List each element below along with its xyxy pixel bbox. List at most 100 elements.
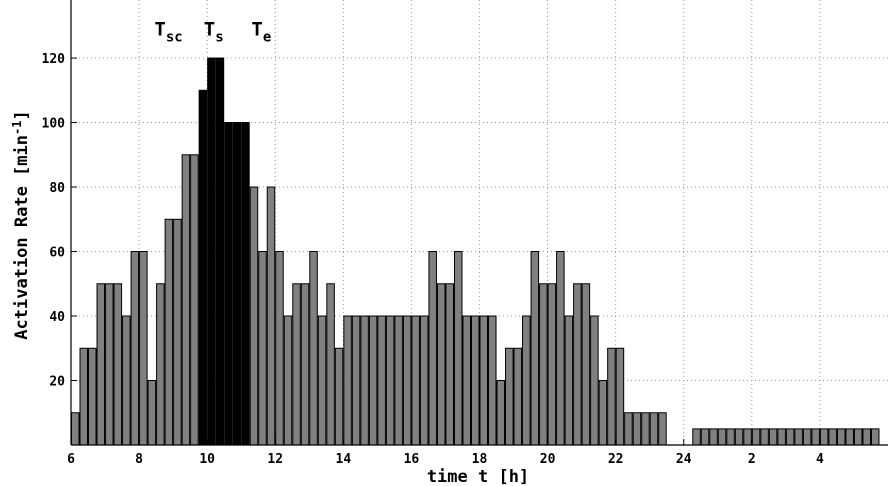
bar (853, 428, 863, 446)
bar-highlight (207, 57, 216, 446)
bar (632, 412, 642, 446)
bar (394, 315, 403, 446)
bar (368, 315, 378, 446)
axes (70, 0, 888, 446)
bar (590, 315, 599, 446)
bar (71, 412, 80, 446)
bar (692, 428, 701, 446)
bar (564, 315, 574, 446)
bar-highlight (224, 122, 233, 446)
bar (453, 251, 463, 446)
bar (428, 251, 437, 446)
bar (768, 428, 778, 446)
bar (402, 315, 412, 446)
x-tick-label: 10 (199, 452, 215, 467)
y-tick-label: 100 (42, 117, 66, 132)
annotation-label: Te (251, 18, 271, 45)
bars (71, 57, 880, 446)
bar (326, 283, 335, 446)
bar (539, 283, 548, 446)
y-tick-label: 80 (49, 181, 65, 196)
bar (139, 251, 148, 446)
bar (751, 428, 761, 446)
x-tick-label: 16 (404, 452, 420, 467)
bar (351, 315, 361, 446)
bar (802, 428, 812, 446)
bar (249, 186, 259, 446)
bar (581, 283, 591, 446)
bar (173, 218, 182, 446)
x-tick-label: 12 (267, 452, 283, 467)
bar (760, 428, 769, 446)
x-tick-label: 22 (608, 452, 624, 467)
bar (496, 380, 506, 446)
bar (828, 428, 837, 446)
bar (292, 283, 301, 446)
bar (436, 283, 446, 446)
bar (734, 428, 744, 446)
bar (785, 428, 795, 446)
x-tick-label: 24 (676, 452, 692, 467)
bar (419, 315, 429, 446)
bar (377, 315, 386, 446)
bar (819, 428, 829, 446)
bar (462, 315, 471, 446)
x-tick-label: 6 (67, 452, 75, 467)
x-tick-labels: 6 8 10 12 14 16 18 20 22 24 2 4 (67, 452, 824, 467)
bar (522, 315, 531, 446)
bar (513, 347, 523, 446)
bar (658, 412, 667, 446)
y-axis-title: Activation Rate [min-1] (10, 110, 32, 339)
x-tick-label: 20 (540, 452, 556, 467)
x-tick-label: 18 (472, 452, 488, 467)
bar (488, 315, 497, 446)
bar (317, 315, 327, 446)
bar (79, 347, 89, 446)
bar (505, 347, 514, 446)
bar (811, 428, 820, 446)
bar (777, 428, 786, 446)
bar (862, 428, 871, 446)
bar (598, 380, 608, 446)
bar (113, 283, 123, 446)
bar (547, 283, 557, 446)
x-tick-label: 8 (135, 452, 143, 467)
bar (88, 347, 97, 446)
bar (300, 283, 310, 446)
bar (190, 154, 199, 446)
bar (96, 283, 106, 446)
bar-highlight (232, 122, 242, 446)
bar-highlight (198, 89, 208, 446)
bar (258, 251, 267, 446)
bar (130, 251, 140, 446)
bar (794, 428, 803, 446)
y-tick-label: 120 (42, 52, 66, 67)
bar (275, 251, 284, 446)
bar (343, 315, 352, 446)
bar (615, 347, 625, 446)
bar (283, 315, 293, 446)
bar (709, 428, 718, 446)
bar (717, 428, 727, 446)
bar (530, 251, 540, 446)
x-tick-label: 4 (816, 452, 824, 467)
annotation-label: Tsc (154, 18, 182, 45)
bar (556, 251, 565, 446)
bar (147, 380, 157, 446)
bar (573, 283, 582, 446)
bar (743, 428, 752, 446)
x-axis-title: time t [h] (427, 467, 529, 486)
bar (845, 428, 854, 446)
bar (649, 412, 659, 446)
bar (309, 251, 318, 446)
bar (870, 428, 880, 446)
bar (836, 428, 846, 446)
bar-highlight (241, 122, 250, 446)
bar (385, 315, 395, 446)
bar (641, 412, 650, 446)
bar (470, 315, 480, 446)
bar (105, 283, 114, 446)
bar (266, 186, 276, 446)
y-tick-label: 40 (49, 310, 65, 325)
